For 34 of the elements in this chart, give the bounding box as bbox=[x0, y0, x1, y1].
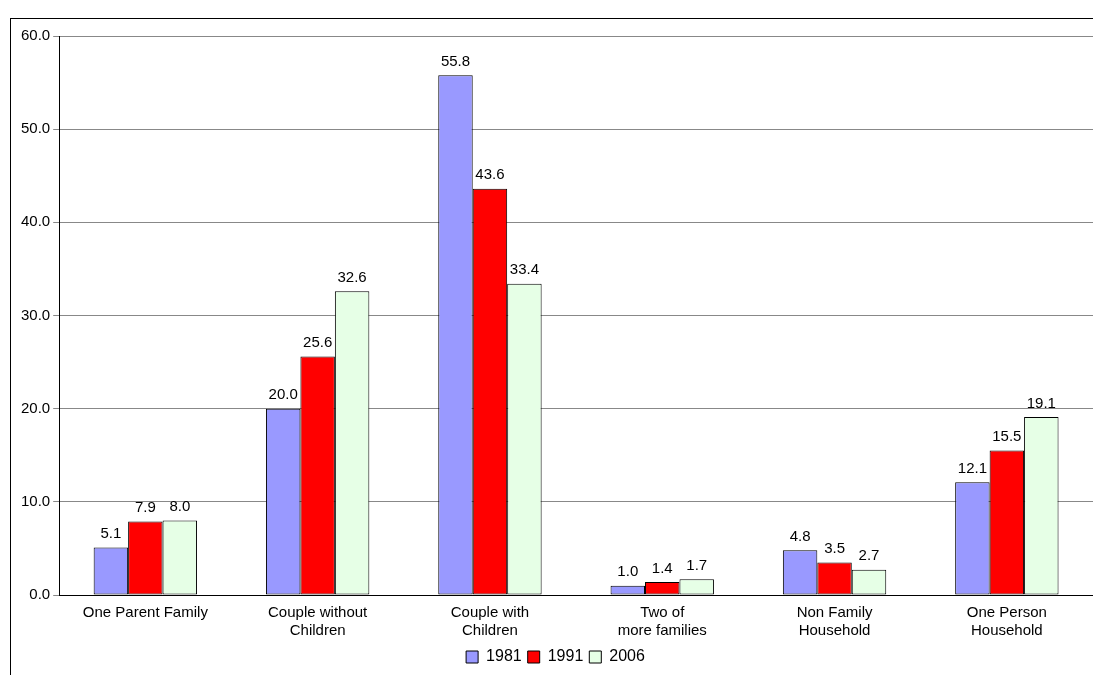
data-label: 55.8 bbox=[440, 51, 471, 69]
legend-label: 1991 bbox=[547, 647, 584, 665]
y-tick-label: 50.0 bbox=[20, 119, 51, 137]
data-label: 25.6 bbox=[303, 333, 333, 351]
data-label: 8.0 bbox=[169, 497, 191, 515]
data-label: 19.1 bbox=[1026, 393, 1056, 411]
y-tick-label: 40.0 bbox=[20, 212, 51, 230]
legend-label: 2006 bbox=[609, 647, 645, 665]
x-tick-label: One Parent Family bbox=[82, 603, 209, 621]
data-label: 1.0 bbox=[617, 562, 639, 580]
data-label: 15.5 bbox=[992, 427, 1022, 445]
data-label: 1.7 bbox=[686, 555, 708, 573]
data-label: 32.6 bbox=[337, 267, 367, 285]
y-tick-label: 30.0 bbox=[20, 305, 51, 323]
data-label: 5.1 bbox=[100, 524, 122, 542]
data-label: 12.1 bbox=[957, 458, 987, 476]
data-label: 43.6 bbox=[475, 165, 505, 183]
x-tick-label: Two of more families bbox=[617, 603, 707, 639]
data-label: 4.8 bbox=[789, 526, 811, 544]
x-tick-label: One Person Household bbox=[966, 603, 1047, 639]
legend-label: 1981 bbox=[486, 647, 522, 665]
x-tick-label: Non Family Household bbox=[796, 603, 873, 639]
data-label: 33.4 bbox=[509, 260, 540, 278]
data-label: 1.4 bbox=[651, 558, 673, 576]
data-label: 7.9 bbox=[134, 498, 156, 516]
y-tick-label: 10.0 bbox=[20, 491, 51, 509]
x-tick-label: Couple without Children bbox=[268, 603, 369, 639]
data-label: 20.0 bbox=[268, 385, 298, 403]
y-tick-label: 60.0 bbox=[20, 26, 51, 44]
y-tick-label: 0.0 bbox=[29, 585, 51, 603]
data-label: 3.5 bbox=[824, 539, 845, 557]
x-tick-label: Couple with Children bbox=[450, 603, 530, 639]
y-tick-label: 20.0 bbox=[20, 398, 51, 416]
data-label: 2.7 bbox=[858, 546, 880, 564]
